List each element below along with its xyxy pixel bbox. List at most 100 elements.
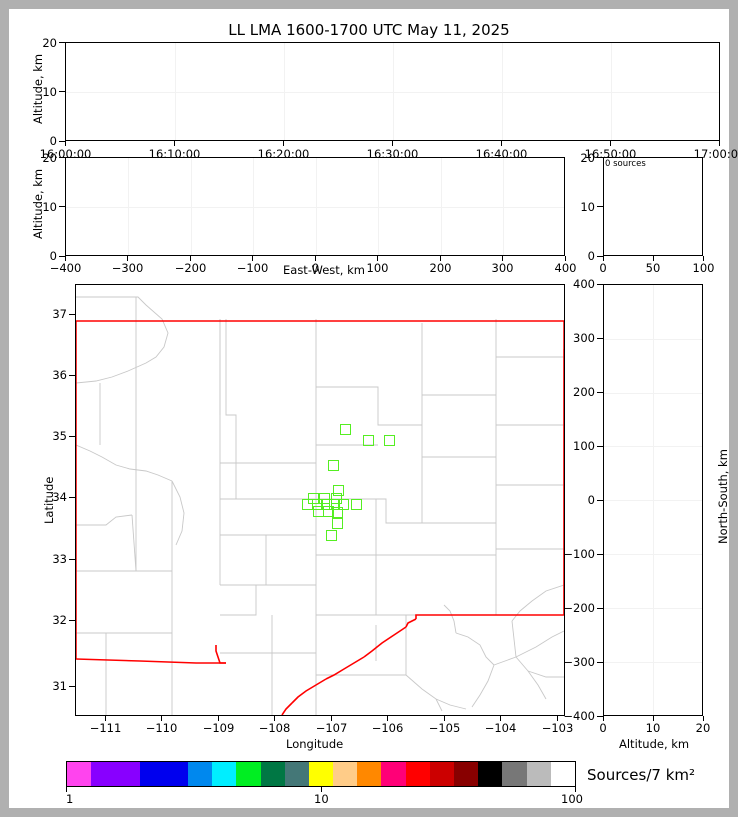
axis-tick xyxy=(174,141,175,146)
gridline xyxy=(604,554,702,555)
panel-time-height-ylabel: Altitude, km xyxy=(31,53,45,124)
axis-tick xyxy=(190,256,191,261)
y-tick-label: −400 xyxy=(563,709,595,723)
colorbar-swatch xyxy=(526,762,551,786)
colorbar-swatch xyxy=(357,762,382,786)
y-tick-label: 400 xyxy=(573,277,595,291)
colorbar-swatch xyxy=(454,762,479,786)
x-tick-label: 0 xyxy=(311,261,320,275)
x-tick-label: 17:00:00 xyxy=(693,147,738,161)
axis-tick xyxy=(59,91,65,92)
lma-source-marker xyxy=(363,435,374,446)
x-tick-label: −105 xyxy=(428,721,461,735)
gridline xyxy=(284,43,285,140)
axis-tick xyxy=(161,716,162,721)
x-tick-label: −109 xyxy=(202,721,235,735)
axis-tick xyxy=(274,716,275,721)
axis-tick xyxy=(59,42,65,43)
axis-tick xyxy=(69,375,75,376)
axis-tick xyxy=(315,256,316,261)
lma-source-marker xyxy=(321,499,332,510)
panel-altitude-histogram: 0 sources xyxy=(603,157,703,256)
x-tick-label: 400 xyxy=(554,261,577,275)
lma-source-marker xyxy=(351,499,362,510)
lma-source-marker xyxy=(338,499,349,510)
y-tick-label: 20 xyxy=(42,36,57,50)
axis-tick xyxy=(603,256,604,261)
axis-tick xyxy=(500,716,501,721)
axis-tick xyxy=(597,500,603,501)
axis-tick xyxy=(444,716,445,721)
x-tick-label: −400 xyxy=(49,261,82,275)
colorbar-max-label: 100 xyxy=(561,792,583,806)
x-tick-label: 0 xyxy=(599,721,607,735)
y-tick-label: 300 xyxy=(573,331,595,345)
gridline xyxy=(378,158,379,255)
y-tick-label: 10 xyxy=(580,200,595,214)
axis-tick xyxy=(597,338,603,339)
colorbar-swatch xyxy=(429,762,454,786)
gridline xyxy=(604,500,702,501)
x-tick-label: −104 xyxy=(484,721,517,735)
colorbar-swatch xyxy=(91,762,140,786)
colorbar-swatch xyxy=(502,762,527,786)
x-tick-label: 100 xyxy=(366,261,389,275)
gridline xyxy=(253,158,254,255)
source-count-annotation: 0 sources xyxy=(605,159,646,169)
panel-northsouth-altitude-ylabel: North-South, km xyxy=(716,449,730,544)
axis-tick xyxy=(597,716,603,717)
panel-plan-view-map-ylabel: Latitude xyxy=(42,476,56,524)
gridline xyxy=(175,43,176,140)
axis-tick xyxy=(565,256,566,261)
colorbar-swatch xyxy=(260,762,285,786)
axis-tick xyxy=(501,141,502,146)
x-tick-label: 300 xyxy=(491,261,514,275)
colorbar-title: Sources/7 km² xyxy=(587,766,696,784)
y-tick-label: 20 xyxy=(42,151,57,165)
axis-tick xyxy=(440,256,441,261)
y-tick-label: 0 xyxy=(587,249,595,263)
gridline xyxy=(503,158,504,255)
figure-title: LL LMA 1600-1700 UTC May 11, 2025 xyxy=(228,21,510,39)
lma-source-marker xyxy=(332,518,343,529)
axis-tick xyxy=(69,497,75,498)
axis-tick xyxy=(387,716,388,721)
x-tick-label: 10 xyxy=(645,721,661,735)
lma-source-marker xyxy=(308,493,319,504)
axis-tick xyxy=(597,206,603,207)
y-tick-label: 32 xyxy=(52,613,67,627)
x-tick-label: −111 xyxy=(89,721,122,735)
x-tick-label: 20 xyxy=(695,721,711,735)
axis-tick xyxy=(597,662,603,663)
y-tick-label: −200 xyxy=(563,601,595,615)
x-tick-label: −100 xyxy=(236,261,269,275)
axis-tick xyxy=(719,141,720,146)
axis-tick xyxy=(218,716,219,721)
y-tick-label: −300 xyxy=(563,655,595,669)
panel-time-height xyxy=(65,42,720,141)
x-tick-label: 100 xyxy=(692,261,715,275)
y-tick-label: 0 xyxy=(587,493,595,507)
panel-plan-view-map[interactable] xyxy=(75,284,565,716)
colorbar[interactable] xyxy=(66,761,576,787)
axis-tick xyxy=(69,686,75,687)
gridline xyxy=(604,446,702,447)
lma-source-marker xyxy=(340,424,351,435)
x-tick-label: −300 xyxy=(111,261,144,275)
colorbar-min-label: 1 xyxy=(66,792,74,806)
y-tick-label: 35 xyxy=(52,429,67,443)
gridline xyxy=(604,393,702,394)
axis-tick xyxy=(703,256,704,261)
axis-tick xyxy=(69,620,75,621)
x-tick-label: −107 xyxy=(315,721,348,735)
map-geography xyxy=(76,296,564,715)
colorbar-swatch xyxy=(478,762,503,786)
colorbar-swatch xyxy=(284,762,309,786)
axis-tick xyxy=(69,314,75,315)
lma-source-marker xyxy=(319,493,330,504)
colorbar-swatch xyxy=(550,762,575,786)
axis-tick xyxy=(703,716,704,721)
axis-tick xyxy=(59,157,65,158)
panel-northsouth-altitude-xlabel: Altitude, km xyxy=(619,737,690,751)
colorbar-tick xyxy=(66,787,67,792)
